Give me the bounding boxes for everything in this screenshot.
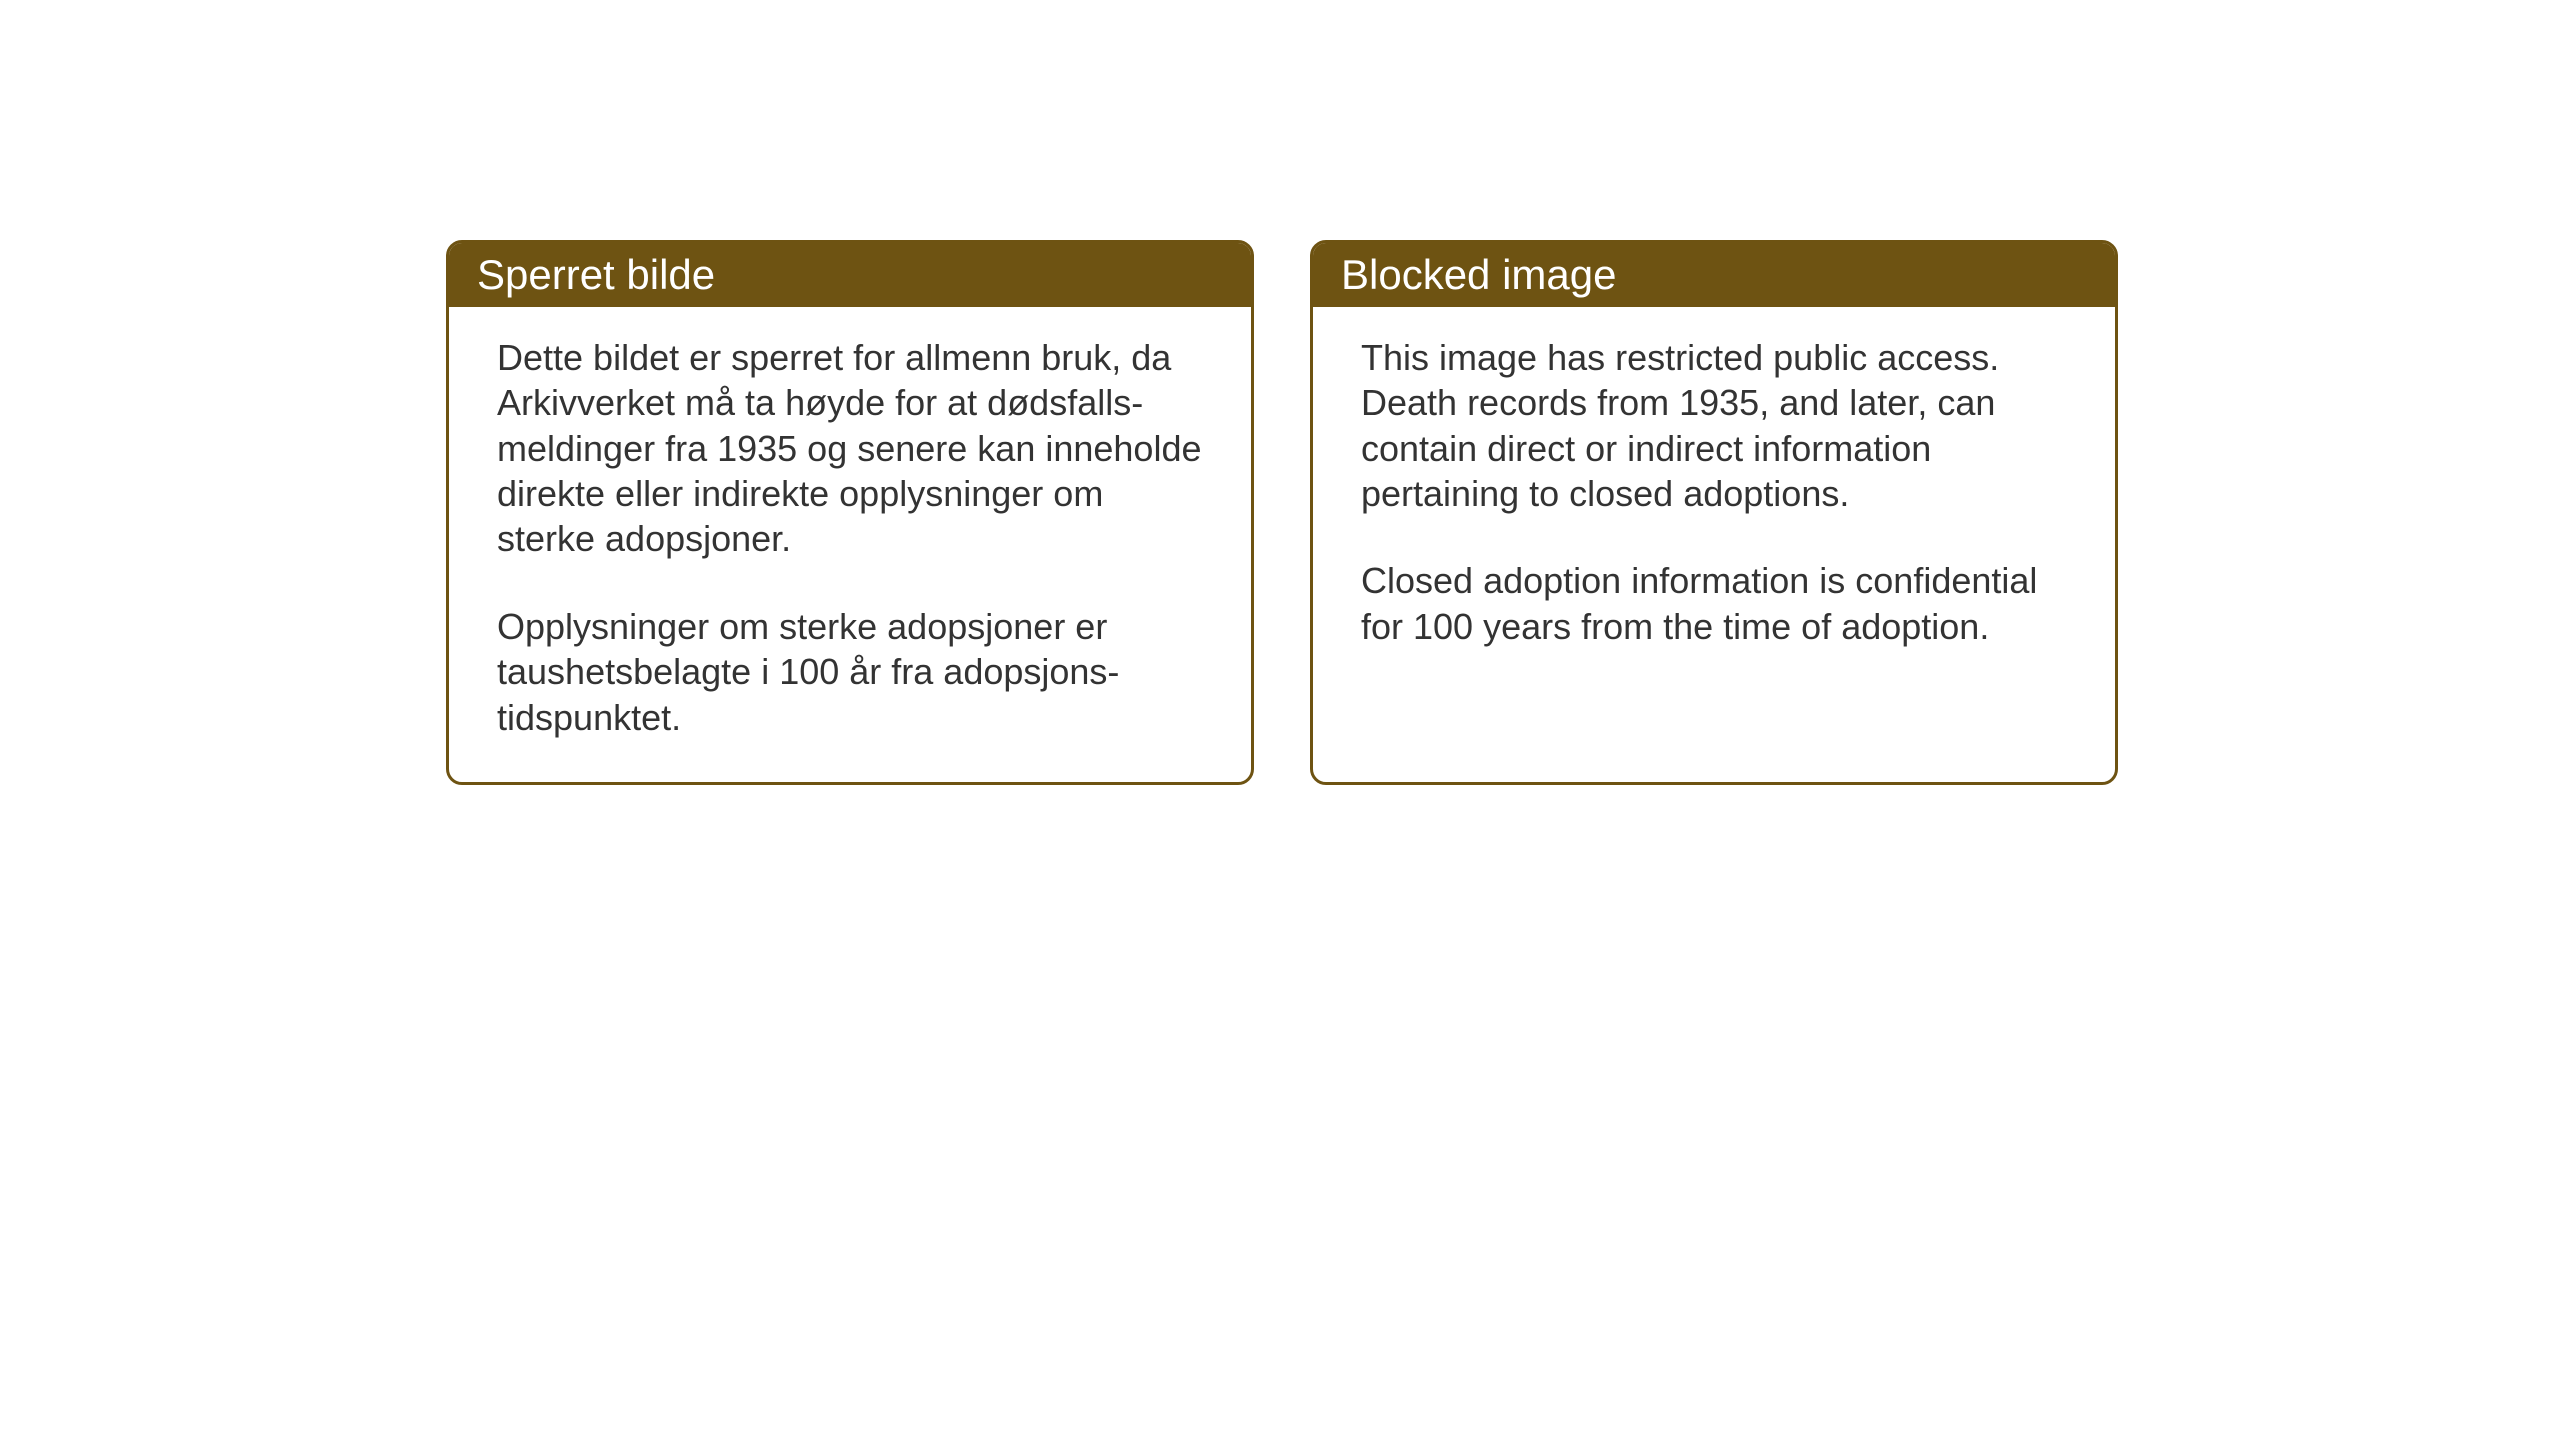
english-notice-card: Blocked image This image has restricted … [1310,240,2118,785]
norwegian-card-title: Sperret bilde [449,243,1251,307]
english-paragraph-2: Closed adoption information is confident… [1361,558,2067,649]
notice-container: Sperret bilde Dette bildet er sperret fo… [446,240,2118,785]
norwegian-card-body: Dette bildet er sperret for allmenn bruk… [449,307,1251,782]
norwegian-paragraph-1: Dette bildet er sperret for allmenn bruk… [497,335,1203,562]
english-paragraph-1: This image has restricted public access.… [1361,335,2067,516]
norwegian-paragraph-2: Opplysninger om sterke adopsjoner er tau… [497,604,1203,740]
norwegian-notice-card: Sperret bilde Dette bildet er sperret fo… [446,240,1254,785]
english-card-body: This image has restricted public access.… [1313,307,2115,691]
english-card-title: Blocked image [1313,243,2115,307]
